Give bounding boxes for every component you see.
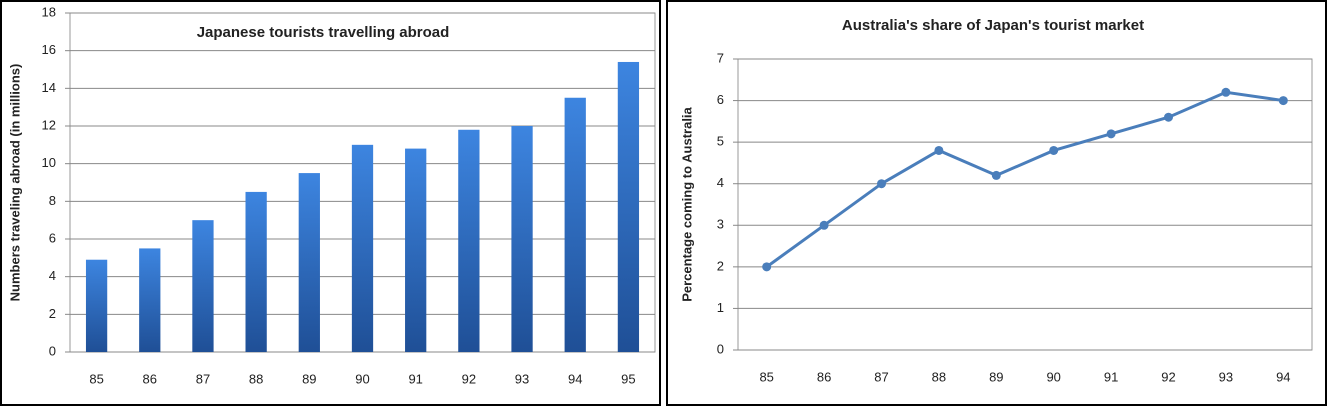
- bar: [617, 61, 640, 352]
- x-tick-label: 86: [817, 369, 831, 384]
- y-axis-label: Percentage coming to Australia: [679, 106, 694, 301]
- line: [765, 90, 1284, 269]
- x-tick-label: 85: [89, 371, 103, 386]
- point: [1049, 145, 1059, 155]
- y-axis-label: Numbers traveling abroad (in millions): [7, 64, 22, 302]
- x-tick-label: 93: [515, 371, 529, 386]
- x-tick-label: 94: [568, 371, 582, 386]
- point: [819, 220, 829, 230]
- y-tick-label: 12: [42, 117, 56, 132]
- x-tick-label: 90: [355, 371, 369, 386]
- x-tick-label: 89: [989, 369, 1003, 384]
- bar: [298, 173, 320, 352]
- x-tick-label: 94: [1276, 369, 1290, 384]
- point: [1221, 87, 1231, 97]
- y-tick-label: 1: [717, 300, 724, 315]
- y-tick-label: 16: [42, 42, 56, 57]
- y-tick-label: 6: [49, 230, 56, 245]
- bar: [458, 129, 480, 352]
- y-tick-label: 4: [717, 175, 724, 190]
- point: [1106, 129, 1116, 139]
- x-tick-label: 92: [462, 371, 476, 386]
- x-tick-label: 93: [1219, 369, 1233, 384]
- x-tick-label: 86: [143, 371, 157, 386]
- y-tick-label: 2: [717, 258, 724, 273]
- point: [1278, 96, 1288, 106]
- x-tick-label: 95: [621, 371, 635, 386]
- y-tick-label: 5: [717, 134, 724, 149]
- plot-area: [737, 58, 1313, 351]
- bar: [351, 144, 374, 352]
- point: [762, 262, 772, 272]
- bar: [564, 97, 586, 352]
- x-tick-label: 88: [932, 369, 946, 384]
- y-tick-label: 3: [717, 217, 724, 232]
- x-tick-label: 92: [1161, 369, 1175, 384]
- panel-border: [666, 0, 1327, 406]
- x-tick-label: 91: [408, 371, 422, 386]
- x-tick-label: 90: [1046, 369, 1060, 384]
- chart-title: Australia's share of Japan's tourist mar…: [842, 17, 1144, 34]
- x-tick-label: 85: [759, 369, 773, 384]
- x-tick-label: 88: [249, 371, 263, 386]
- y-tick-label: 8: [49, 193, 56, 208]
- bar: [405, 148, 427, 352]
- x-tick-label: 87: [196, 371, 210, 386]
- x-tick-label: 89: [302, 371, 316, 386]
- y-tick-label: 7: [717, 50, 724, 65]
- bar: [85, 259, 108, 352]
- y-tick-label: 6: [717, 92, 724, 107]
- y-tick-label: 14: [42, 80, 56, 95]
- y-tick-label: 0: [49, 343, 56, 358]
- y-tick-label: 4: [49, 268, 56, 283]
- point: [877, 179, 886, 189]
- x-tick-label: 91: [1104, 369, 1118, 384]
- point: [934, 145, 944, 155]
- y-tick-label: 2: [49, 306, 56, 321]
- bar: [245, 191, 267, 352]
- bar: [139, 248, 161, 352]
- point: [991, 170, 1001, 180]
- bar: [511, 126, 533, 352]
- x-tick-label: 87: [874, 369, 888, 384]
- chart-title: Japanese tourists travelling abroad: [197, 24, 450, 41]
- panel-border: [0, 0, 661, 406]
- point: [1164, 112, 1173, 122]
- y-tick-label: 18: [42, 4, 56, 19]
- y-tick-label: 10: [42, 155, 56, 170]
- bar: [192, 220, 214, 352]
- y-tick-label: 0: [717, 341, 724, 356]
